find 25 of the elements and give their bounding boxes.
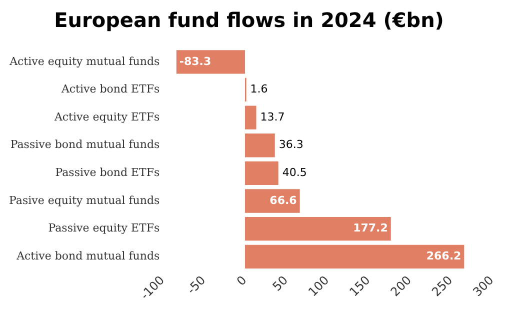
y-tick-label: Active bond mutual funds (16, 250, 160, 263)
data-label: 66.6 (270, 194, 298, 207)
data-label: -83.3 (179, 54, 212, 68)
data-label: 40.5 (282, 166, 307, 180)
x-tick-label: 100 (306, 273, 332, 300)
y-tick-label: Passive equity ETFs (48, 222, 160, 235)
y-tick-label: Pasive equity mutual funds (9, 194, 160, 207)
x-tick-label: 150 (346, 273, 373, 300)
x-tick-label: 50 (270, 273, 290, 294)
y-tick-label: Passive bond ETFs (55, 166, 160, 180)
data-label: 36.3 (278, 138, 304, 152)
y-tick-label: Active bond ETFs (60, 82, 160, 96)
y-tick-label: Passive bond mutual funds (10, 138, 160, 152)
y-tick-label: Active equity mutual funds (8, 54, 160, 68)
x-tick-label: 0 (234, 273, 250, 288)
data-label: 177.2 (353, 222, 388, 235)
x-tick-label: 200 (388, 273, 414, 300)
y-tick-label: Active equity ETFs (53, 110, 160, 124)
data-label: 1.6 (250, 82, 268, 96)
x-tick-label: 250 (429, 273, 456, 300)
x-tick-label: 300 (470, 273, 496, 300)
chart-title: European fund flows in 2024 (€bn) (54, 8, 444, 32)
data-label: 13.7 (260, 110, 285, 124)
data-label: 266.2 (426, 250, 462, 263)
x-tick-label: -50 (184, 273, 208, 297)
